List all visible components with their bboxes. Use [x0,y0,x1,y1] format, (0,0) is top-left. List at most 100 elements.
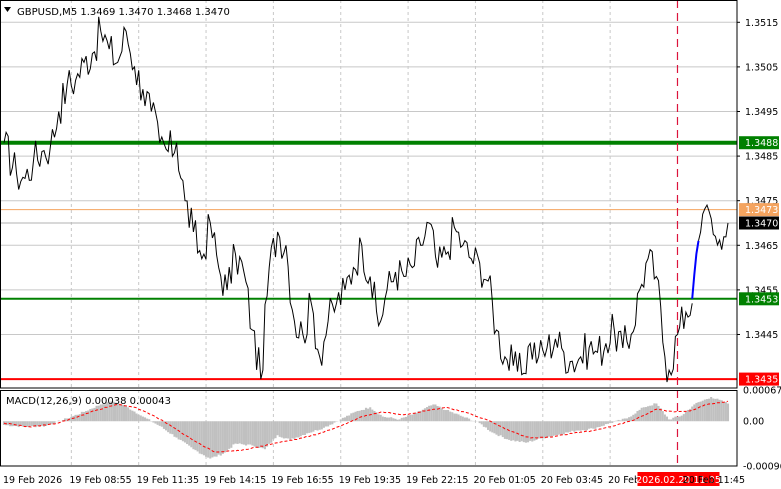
macd-bar [143,417,147,422]
macd-bar [99,404,102,422]
macd-bar [133,411,136,422]
macd-bar [103,404,107,422]
macd-bar [322,421,325,428]
macd-bar [310,421,313,433]
macd-bar [425,407,429,422]
macd-bar [160,421,163,427]
y-tick-label: 1.3465 [745,241,778,252]
macd-bar [28,421,31,428]
macd-bar [202,421,205,456]
macd-bar [230,421,233,448]
macd-frame [0,390,738,467]
macd-bar [280,421,283,438]
macd-bar [432,404,435,422]
macd-bar [606,421,610,424]
price-series-tail [698,203,729,250]
price-layer [3,16,729,383]
macd-bar [146,418,149,422]
macd-bar [301,421,304,436]
macd-bar [13,421,16,427]
y-tick-label: 1.3505 [745,62,778,73]
macd-bar [213,421,216,457]
level-tag-label: 1.3435 [745,375,778,386]
macd-bar [569,421,572,432]
macd-bar [442,409,445,422]
macd-bar [186,421,189,445]
macd-bar [87,410,90,422]
macd-bar [240,421,243,445]
macd-bar [82,411,86,422]
macd-bar [219,421,222,456]
macd-bar [531,421,534,442]
macd-bar [596,421,599,428]
macd-bar [354,411,357,422]
macd-bar [19,421,22,426]
macd-bar [684,411,687,422]
macd-bar [287,421,290,439]
macd-bar [80,411,83,422]
macd-bar [653,403,656,422]
macd-bar [590,421,593,429]
y-tick-label: 1.3475 [745,196,778,207]
macd-bar [640,407,643,422]
macd-bar [5,421,8,426]
macd-bar [74,414,77,422]
x-marker-tag [637,472,720,486]
macd-bar [495,421,498,435]
macd-bar [42,421,46,427]
macd-bar [306,421,309,434]
macd-bar [722,401,725,422]
macd-bar [609,421,612,424]
macd-bar [522,421,525,443]
macd-bar [30,421,33,427]
macd-bar [564,421,567,433]
macd-bar [129,409,132,422]
macd-bar [449,411,452,422]
macd-bar [291,421,294,439]
macd-bar [131,410,134,422]
macd-bar [76,414,79,422]
macd-bar [543,421,546,439]
macd-bar [434,404,437,422]
macd-bar [720,400,723,422]
macd-bar [57,420,60,422]
macd-bar [329,421,332,425]
symbol-dropdown-icon[interactable] [4,7,11,12]
macd-bar [560,421,563,435]
macd-bar [78,414,81,422]
macd-bar [537,421,540,439]
macd-bar [573,421,576,432]
macd-bar [173,421,176,437]
macd-bar [198,421,201,454]
macd-bar [7,421,10,426]
macd-bar [238,421,241,444]
macd-bar [697,402,700,422]
macd-bar [215,421,218,457]
macd-bar [343,417,347,422]
macd-bar [440,408,443,422]
macd-bar [630,416,633,422]
macd-bar [619,420,622,422]
price-series-line [3,16,693,383]
macd-bar [594,421,597,429]
macd-bar [293,421,296,439]
macd-bar [324,421,328,427]
macd-bar [527,421,530,443]
macd-bar [457,414,460,422]
macd-bar [686,409,690,422]
macd-bar [705,399,709,422]
macd-bar [672,417,675,422]
macd-bar [493,421,496,434]
macd-bar [701,400,704,422]
macd-bar [541,421,544,439]
grid-layer [0,0,737,466]
macd-bar [179,421,182,440]
macd-bar [371,409,374,422]
macd-bar [360,410,363,422]
macd-bar [533,421,536,441]
macd-bar [261,421,264,449]
macd-bar [234,421,237,444]
macd-bar [682,414,685,422]
